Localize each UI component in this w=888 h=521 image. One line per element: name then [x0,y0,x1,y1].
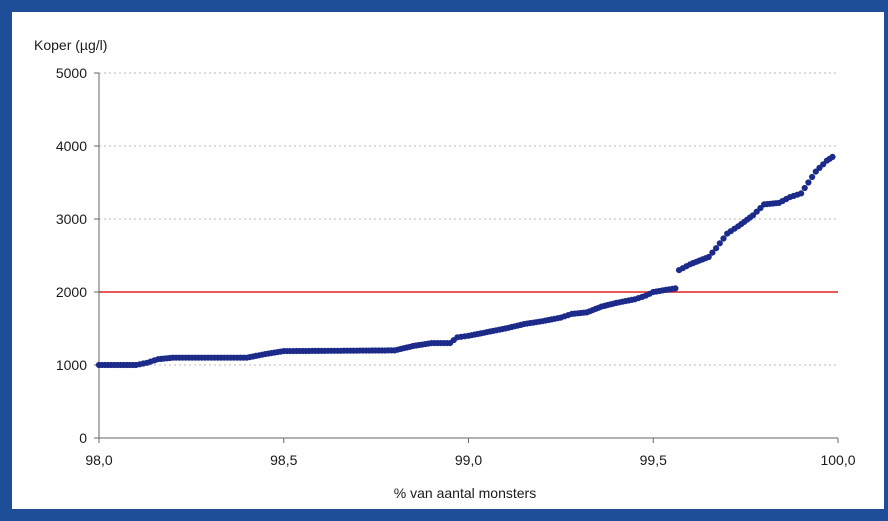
y-tick-label: 0 [79,430,87,446]
data-point [805,179,812,186]
x-tick-label: 99,5 [640,452,667,468]
axes [98,73,838,439]
gridlines [99,72,838,366]
data-point [705,253,712,261]
data-point [716,240,723,247]
x-ticks: 98,0 98,5 99,0 99,5 100,0 [85,438,856,468]
y-tick-label: 4000 [56,138,87,154]
x-tick-label: 99,0 [455,452,482,468]
data-point [801,184,808,192]
y-tick-label: 2000 [56,284,87,300]
x-tick-label: 98,0 [85,452,112,468]
y-axis-label: Koper (µg/l) [34,37,107,53]
data-points [95,153,836,369]
y-tick-label: 1000 [56,357,87,373]
y-tick-label: 5000 [56,65,87,81]
y-ticks: 0 1000 2000 3000 4000 5000 [56,65,99,446]
data-point [720,235,727,242]
x-axis-label: % van aantal monsters [394,485,536,501]
data-point [709,249,716,256]
x-tick-label: 100,0 [820,452,855,468]
data-point [829,153,836,160]
data-point [713,245,720,252]
data-point [798,190,805,197]
y-tick-label: 3000 [56,211,87,227]
x-tick-label: 98,5 [270,452,297,468]
data-point [672,285,679,292]
data-point [809,173,816,181]
